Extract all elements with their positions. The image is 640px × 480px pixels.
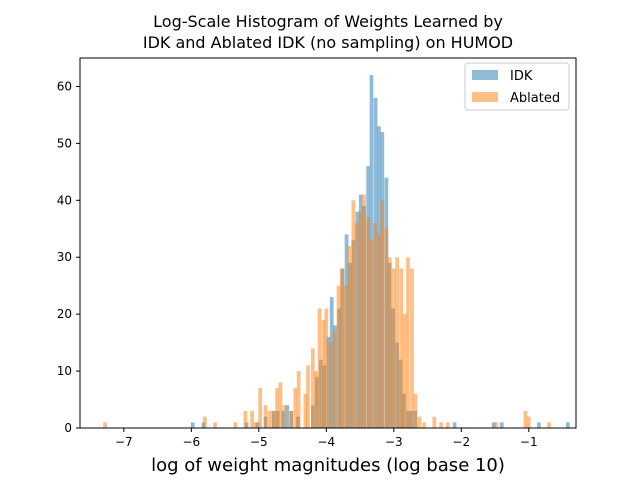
bar-ablated-14 xyxy=(289,410,294,428)
bar-ablated-18 xyxy=(306,365,310,428)
bar-ablated-25 xyxy=(332,331,337,428)
bar-ablated-29 xyxy=(347,245,352,428)
bar-ablated-7 xyxy=(258,388,263,428)
bar-ablated-16 xyxy=(296,371,301,428)
bar-ablated-40 xyxy=(387,257,392,428)
y-tick-label: 0 xyxy=(64,421,72,435)
bar-ablated-31 xyxy=(354,223,359,428)
bar-ablated-50 xyxy=(432,416,437,428)
chart-title-line-2: IDK and Ablated IDK (no sampling) on HUM… xyxy=(143,33,513,52)
chart-title-line-1: Log-Scale Histogram of Weights Learned b… xyxy=(153,12,503,31)
bar-ablated-19 xyxy=(310,348,315,428)
bar-ablated-15 xyxy=(293,388,298,428)
bar-ablated-6 xyxy=(253,422,258,428)
x-tick-label: −4 xyxy=(317,435,335,449)
bar-ablated-2 xyxy=(213,422,217,428)
y-tick-label: 30 xyxy=(57,250,72,264)
bar-idk-15 xyxy=(326,336,331,428)
bar-idk-8 xyxy=(285,405,290,428)
bar-ablated-5 xyxy=(250,410,254,428)
bar-ablated-43 xyxy=(399,268,404,428)
bar-ablated-13 xyxy=(282,405,287,428)
bar-ablated-0 xyxy=(103,422,107,428)
bar-ablated-26 xyxy=(336,285,341,428)
bar-ablated-55 xyxy=(526,416,531,428)
bar-ablated-30 xyxy=(351,200,356,428)
y-axis: 0 10 20 30 40 50 60 xyxy=(57,79,80,435)
bar-ablated-44 xyxy=(402,314,407,428)
bar-ablated-9 xyxy=(267,410,272,428)
bar-ablated-12 xyxy=(278,382,283,428)
bar-ablated-51 xyxy=(439,422,443,428)
bar-ablated-52 xyxy=(445,422,450,428)
bar-ablated-8 xyxy=(263,405,268,428)
x-axis-label: log of weight magnitudes (log base 10) xyxy=(151,455,505,476)
legend: IDK Ablated xyxy=(464,62,570,111)
bar-idk-42 xyxy=(499,422,504,428)
x-axis: −7 −6 −5 −4 −3 −2 −1 xyxy=(115,428,538,449)
bar-ablated-11 xyxy=(275,388,279,428)
legend-swatch-ablated xyxy=(472,92,498,102)
bar-ablated-35 xyxy=(369,240,374,428)
bar-ablated-39 xyxy=(384,228,389,428)
bar-ablated-36 xyxy=(373,223,377,428)
bar-idk-41 xyxy=(491,422,496,428)
bar-idk-0 xyxy=(190,422,195,428)
legend-swatch-idk xyxy=(472,70,498,80)
bar-ablated-10 xyxy=(271,410,276,428)
y-tick-label: 50 xyxy=(57,136,72,150)
x-tick-label: −7 xyxy=(115,435,133,449)
bar-ablated-24 xyxy=(328,342,333,428)
bar-ablated-33 xyxy=(362,194,366,428)
bar-ablated-54 xyxy=(523,410,528,428)
bar-ablated-46 xyxy=(410,268,414,428)
bar-ablated-49 xyxy=(422,422,427,428)
bar-idk-3 xyxy=(255,422,260,428)
legend-label-ablated: Ablated xyxy=(510,91,560,106)
bar-ablated-4 xyxy=(243,410,248,428)
bar-ablated-38 xyxy=(380,200,385,428)
bar-ablated-34 xyxy=(366,217,371,428)
bar-ablated-28 xyxy=(344,285,348,428)
bar-ablated-37 xyxy=(377,234,381,428)
bar-idk-44 xyxy=(566,422,570,428)
y-tick-label: 20 xyxy=(57,307,72,321)
bar-ablated-47 xyxy=(413,393,418,428)
bar-ablated-53 xyxy=(494,422,499,428)
bar-ablated-17 xyxy=(303,393,308,428)
axes-frame xyxy=(79,57,577,429)
x-tick-label: −6 xyxy=(182,435,200,449)
bars-layer xyxy=(103,75,570,429)
x-tick-label: −3 xyxy=(385,435,403,449)
bar-ablated-20 xyxy=(314,371,319,428)
bar-ablated-56 xyxy=(547,422,551,428)
bar-ablated-22 xyxy=(321,319,326,428)
y-tick-label: 40 xyxy=(57,193,72,207)
legend-label-idk: IDK xyxy=(510,69,533,84)
x-tick-label: −2 xyxy=(452,435,470,449)
x-tick-label: −5 xyxy=(250,435,268,449)
bar-ablated-27 xyxy=(339,268,344,428)
bar-ablated-32 xyxy=(358,211,363,428)
bar-ablated-45 xyxy=(406,257,410,428)
bar-ablated-41 xyxy=(391,268,396,428)
bar-ablated-3 xyxy=(233,422,238,428)
y-tick-label: 60 xyxy=(57,79,72,93)
bar-ablated-42 xyxy=(395,257,400,428)
x-tick-label: −1 xyxy=(520,435,538,449)
bar-ablated-21 xyxy=(317,308,322,428)
bar-idk-43 xyxy=(537,422,541,428)
bar-ablated-23 xyxy=(324,308,329,428)
bar-ablated-1 xyxy=(202,416,207,428)
bar-ablated-48 xyxy=(417,416,422,428)
y-tick-label: 10 xyxy=(57,364,72,378)
bar-idk-40 xyxy=(452,422,457,428)
